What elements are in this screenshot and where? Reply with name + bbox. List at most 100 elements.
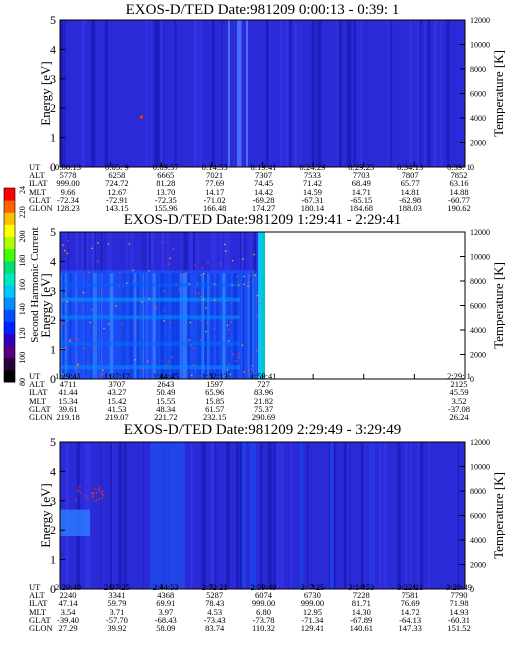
spectrogram-streak	[353, 20, 356, 167]
data-speck	[94, 488, 96, 490]
ephemeris-value: 41.44	[58, 387, 78, 398]
spectrogram-streak	[211, 20, 215, 167]
data-speck	[241, 344, 244, 346]
spectrogram-streak	[349, 20, 352, 167]
ephemeris-value: 3.54	[60, 606, 76, 617]
ephemeris-label: ALT	[29, 379, 45, 390]
ephemeris-value: 3:14:53	[348, 582, 375, 592]
data-speck	[155, 307, 158, 309]
y-tick-label: 1	[50, 343, 56, 357]
ephemeris-value: -64.13	[399, 614, 422, 625]
spectrogram-streak	[255, 232, 259, 379]
spectrogram-streak	[440, 20, 443, 167]
data-speck	[163, 290, 165, 292]
y2-tick-label: 10000	[470, 41, 490, 50]
spectrogram-streak	[201, 273, 205, 379]
ephemeris-label: MLT	[29, 606, 47, 617]
data-speck	[243, 283, 245, 286]
ephemeris-value: 63.16	[449, 178, 469, 189]
ephemeris-value: 47.14	[58, 598, 78, 609]
ephemeris-value: 7307	[255, 170, 272, 181]
no-data-region	[265, 232, 465, 379]
ephemeris-value: 61.57	[205, 403, 225, 414]
ephemeris-value: -73.78	[252, 614, 275, 625]
ephemeris-value: 3341	[108, 590, 126, 601]
spectrogram-streak	[240, 20, 242, 167]
colorbar-tick-label: 140	[18, 303, 27, 315]
spectrogram-streak	[288, 20, 292, 167]
y-axis-label: Energy [eV]	[38, 273, 53, 337]
ephemeris-value: -72.91	[105, 194, 128, 205]
data-speck	[214, 283, 216, 285]
data-speck	[250, 368, 253, 371]
ephemeris-value: 12.95	[302, 606, 322, 617]
data-speck	[100, 490, 102, 493]
colorbar-swatch	[4, 333, 15, 347]
spectrogram-streak	[338, 20, 342, 167]
spectrogram-streak	[250, 442, 256, 589]
spectrogram-streak	[143, 442, 145, 589]
data-speck	[201, 267, 203, 269]
ephemeris-row-ut: UT 1:29:41 1:37:17 1:44:45 1:52:13 1:59:41 2:2…	[0, 372, 505, 381]
y2-tick-label: 4000	[470, 536, 486, 545]
data-speck	[208, 287, 211, 289]
y-tick-label: 0	[50, 160, 56, 174]
spectrogram-streak	[277, 442, 280, 589]
spectrogram-streak	[136, 273, 139, 379]
spectrogram-streak	[420, 442, 424, 589]
spectrogram-streak	[201, 442, 203, 589]
ephemeris-label: ILAT	[29, 178, 48, 189]
data-speck	[93, 327, 95, 329]
plot-area	[60, 20, 465, 167]
colorbar-swatch	[4, 369, 15, 383]
spectrogram-streak	[279, 20, 283, 167]
panel-3-chart: 0 1 2 3 4 5 0 2000 4000 6000 8000 10000 12000 Energy …	[38, 435, 505, 596]
spectrogram-streak	[225, 273, 227, 379]
spectrogram-streak	[110, 273, 114, 379]
spectrogram-streak	[383, 442, 386, 589]
colorbar-swatch	[4, 357, 15, 371]
spectrogram-streak	[246, 20, 248, 167]
spectrogram-streak	[233, 20, 236, 167]
data-speck	[200, 338, 202, 341]
ephemeris-value: 21.82	[253, 395, 274, 406]
data-speck	[132, 269, 134, 272]
spectrogram-streak	[174, 273, 176, 379]
ephemeris-label: ILAT	[29, 387, 48, 398]
spectrogram-band	[60, 341, 240, 346]
data-speck	[140, 115, 143, 119]
ephemeris-value: -60.31	[448, 614, 470, 625]
spectrogram-band	[150, 442, 185, 589]
data-speck	[225, 250, 227, 252]
ephemeris-value: -65.15	[350, 194, 373, 205]
ephemeris-value: 0:34:13	[397, 162, 424, 172]
ephemeris-value: 14.72	[400, 606, 420, 617]
spectrogram-band	[60, 509, 90, 537]
spectrogram-streak	[166, 273, 170, 379]
data-speck	[207, 261, 209, 264]
data-speck	[126, 282, 128, 284]
spectrogram-streak	[81, 20, 85, 167]
y2-tick-label: 2000	[470, 561, 486, 570]
data-speck	[115, 305, 117, 307]
ephemeris-value: 3:22:21	[397, 582, 424, 592]
spectrogram-streak	[252, 273, 255, 379]
spectrogram-streak	[427, 20, 431, 167]
data-speck	[231, 284, 233, 286]
ephemeris-value: 83.74	[205, 623, 225, 633]
spectrogram-streak	[289, 442, 292, 589]
ephemeris-row-glon: GLON 27.29 39.92 58.09 83.74 110.32 129.41 140.…	[0, 624, 505, 633]
ephemeris-value: 12.67	[107, 186, 127, 197]
ephemeris-label: GLAT	[29, 403, 51, 414]
data-speck	[102, 494, 104, 496]
ephemeris-value: 6258	[108, 170, 126, 181]
ephemeris-value: 219.18	[56, 412, 80, 422]
colorbar-swatch	[4, 297, 15, 310]
data-speck	[92, 495, 94, 497]
spectrogram-streak	[300, 442, 303, 589]
data-speck	[101, 492, 103, 495]
spectrogram-streak	[223, 273, 227, 379]
spectrogram-band	[60, 282, 240, 287]
spectrogram-streak	[175, 273, 179, 379]
data-speck	[154, 304, 156, 307]
